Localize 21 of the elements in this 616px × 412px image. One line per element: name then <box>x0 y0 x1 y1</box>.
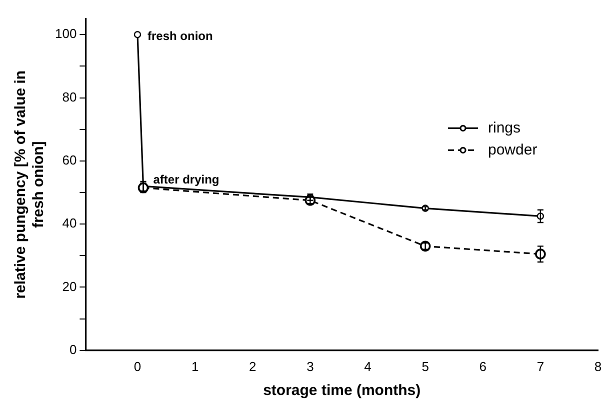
y-tick-label: 0 <box>69 342 77 357</box>
y-axis-title: relative pungency [% of value in fresh onion] <box>12 70 48 299</box>
annotation: fresh onion <box>147 28 213 43</box>
x-axis-title: storage time (months) <box>263 382 421 400</box>
x-tick-label: 0 <box>134 358 142 374</box>
legend-label: rings <box>488 119 521 136</box>
y-tick-label: 80 <box>62 89 77 104</box>
y-tick-label: 100 <box>54 26 77 42</box>
x-tick-label: 5 <box>422 358 429 374</box>
annotation: after drying <box>153 172 220 186</box>
x-tick-label: 1 <box>191 358 199 374</box>
y-tick-label: 40 <box>62 216 77 231</box>
x-tick-label: 6 <box>479 358 486 374</box>
x-tick-label: 7 <box>536 358 544 374</box>
x-tick-label: 3 <box>306 358 314 374</box>
legend-label: powder <box>488 141 538 158</box>
x-tick-label: 2 <box>249 358 256 374</box>
y-tick-label: 20 <box>62 278 77 294</box>
x-tick-label: 8 <box>594 358 602 374</box>
x-tick-label: 4 <box>364 358 372 374</box>
y-tick-label: 60 <box>62 152 77 168</box>
